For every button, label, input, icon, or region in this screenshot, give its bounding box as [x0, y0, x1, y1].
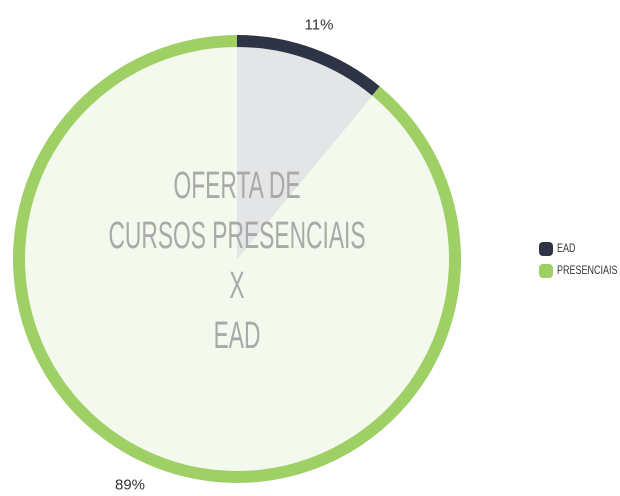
- legend-label: EAD: [557, 242, 576, 256]
- legend-entry: PRESENCIAIS: [557, 264, 617, 278]
- value-label: 89%: [115, 477, 145, 494]
- legend-entry: EAD: [557, 242, 576, 256]
- legend-label: PRESENCIAIS: [557, 264, 617, 278]
- chart-title: EAD: [214, 314, 261, 356]
- title-line: CURSOS PRESENCIAIS: [108, 214, 365, 256]
- slice-fill: [237, 47, 373, 259]
- legend-swatch: [539, 242, 553, 256]
- slice-fill: [24, 47, 449, 471]
- chart-title: OFERTA DE: [173, 164, 300, 206]
- title-line: OFERTA DE: [173, 164, 300, 206]
- chart-title: CURSOS PRESENCIAIS: [108, 214, 365, 256]
- chart-title: X: [229, 264, 244, 306]
- value-label: 11%: [305, 16, 334, 33]
- title-line: EAD: [214, 314, 261, 356]
- title-line: X: [229, 264, 244, 306]
- legend-swatch: [539, 264, 553, 278]
